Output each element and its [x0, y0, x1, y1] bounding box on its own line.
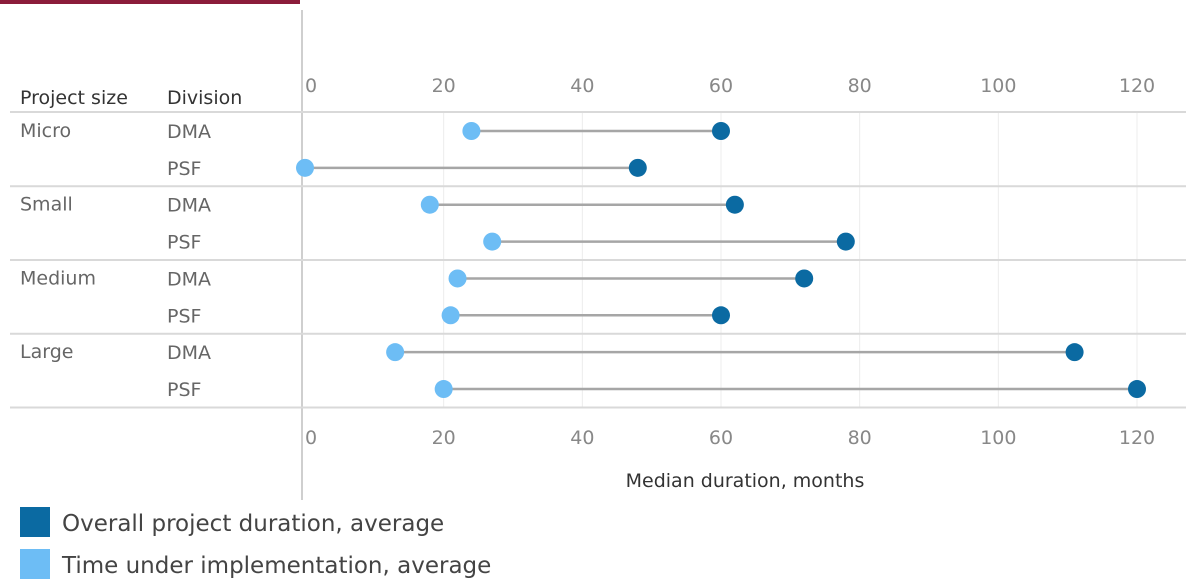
division-label: DMA: [167, 195, 211, 217]
bottom-tick-label: 120: [1119, 427, 1155, 449]
overall-point: [795, 269, 814, 288]
division-label: PSF: [167, 305, 201, 327]
division-label: PSF: [167, 232, 201, 254]
bottom-tick-label: 40: [570, 427, 594, 449]
overall-point: [725, 195, 744, 214]
legend-swatch: [20, 549, 50, 579]
overall-point: [1065, 343, 1084, 362]
bottom-tick-label: 100: [980, 427, 1016, 449]
implementation-point: [448, 269, 467, 288]
overall-point: [712, 122, 730, 140]
top-tick-label: 20: [432, 75, 456, 97]
row-labels: Micro DMA PSF Small DMA PSF Medium DMA PSF Large D…: [20, 120, 211, 401]
overall-point: [1128, 380, 1146, 399]
overall-point: [712, 306, 730, 325]
bottom-tick-label: 80: [848, 427, 872, 449]
legend: Overall project duration, average Time un…: [20, 507, 491, 579]
implementation-point: [483, 232, 502, 251]
top-tick-label: 0: [305, 75, 317, 97]
division-label: DMA: [167, 342, 211, 364]
bottom-axis-ticks: 0 20 40 60 80 100 120: [305, 427, 1155, 449]
legend-label: Time under implementation, average: [61, 553, 491, 579]
implementation-point: [420, 195, 439, 214]
division-header: Division: [167, 87, 242, 109]
top-tick-label: 100: [980, 75, 1016, 97]
overall-point: [836, 232, 855, 251]
top-tick-label: 120: [1119, 75, 1155, 97]
project-size-header: Project size: [20, 87, 128, 109]
top-tick-label: 60: [709, 75, 733, 97]
implementation-point: [386, 343, 405, 362]
implementation-point: [441, 306, 460, 325]
dumbbell-marks: [296, 122, 1146, 399]
project-size-label: Large: [20, 341, 73, 363]
project-size-label: Small: [20, 194, 73, 216]
bottom-tick-label: 20: [432, 427, 456, 449]
x-axis-title: Median duration, months: [626, 470, 865, 492]
division-label: PSF: [167, 379, 201, 401]
overall-point: [628, 158, 647, 177]
legend-swatch: [20, 507, 50, 537]
project-size-label: Medium: [20, 267, 96, 289]
top-tick-label: 40: [570, 75, 594, 97]
implementation-point: [296, 158, 314, 177]
division-label: PSF: [167, 158, 201, 180]
implementation-point: [462, 122, 481, 140]
bottom-tick-label: 0: [305, 427, 317, 449]
project-size-label: Micro: [20, 120, 71, 142]
division-label: DMA: [167, 268, 211, 290]
legend-label: Overall project duration, average: [62, 511, 444, 537]
clipped-title-bar: [0, 0, 300, 4]
division-label: DMA: [167, 121, 211, 143]
bottom-tick-label: 60: [709, 427, 733, 449]
implementation-point: [434, 380, 453, 399]
group-separators: [10, 111, 1186, 409]
top-axis-ticks: 0 20 40 60 80 100 120: [305, 75, 1155, 97]
top-tick-label: 80: [848, 75, 872, 97]
